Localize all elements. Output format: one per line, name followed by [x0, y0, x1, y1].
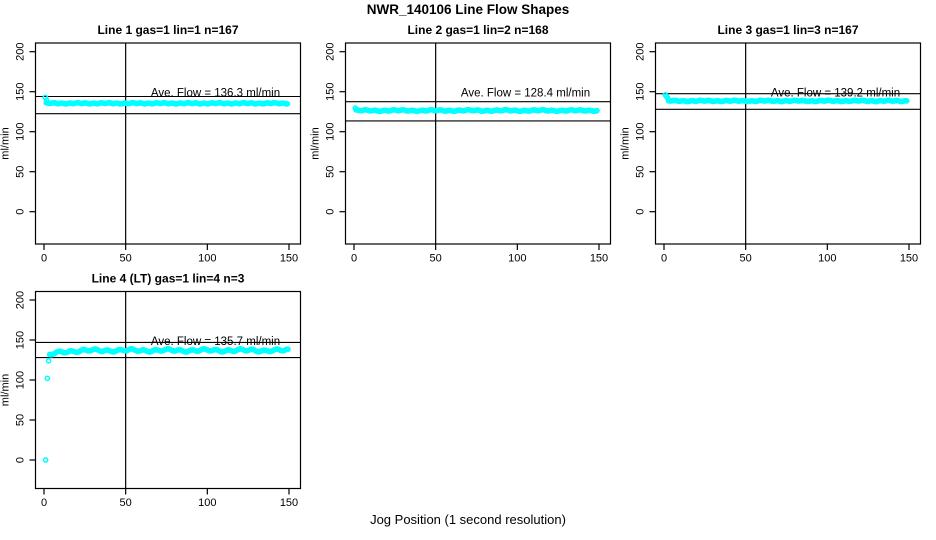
data-point: [42, 457, 49, 463]
ave-flow-annotation: Ave. Flow = 128.4 ml/min: [461, 88, 590, 100]
x-tick-label: 150: [590, 253, 608, 265]
data-point: [44, 375, 51, 382]
subplot-title: Line 4 (LT) gas=1 lin=4 n=3: [92, 272, 245, 286]
data-point: [284, 101, 291, 107]
x-tick-label: 50: [120, 253, 132, 265]
x-tick-label: 0: [41, 253, 47, 265]
data-series: [352, 105, 600, 115]
y-tick-label: 0: [325, 209, 337, 215]
y-axis-label: ml/min: [620, 127, 632, 159]
x-axis-title: Jog Position (1 second resolution): [370, 512, 566, 527]
data-point: [45, 357, 52, 364]
ave-flow-annotation: Ave. Flow = 139.2 ml/min: [771, 88, 900, 100]
y-tick-label: 50: [15, 166, 27, 178]
subplot-title: Line 3 gas=1 lin=3 n=167: [717, 23, 858, 37]
y-tick-label: 150: [635, 83, 647, 101]
y-tick-label: 0: [635, 209, 647, 215]
y-tick-label: 150: [15, 83, 27, 101]
y-tick-label: 150: [15, 331, 27, 349]
x-tick-label: 150: [280, 253, 298, 265]
y-tick-label: 0: [15, 209, 27, 215]
x-tick-label: 100: [198, 497, 216, 509]
x-tick-label: 50: [740, 253, 752, 265]
figure-title: NWR_140106 Line Flow Shapes: [366, 2, 570, 17]
x-tick-label: 150: [900, 253, 918, 265]
y-tick-label: 200: [635, 43, 647, 61]
subplot-title: Line 2 gas=1 lin=2 n=168: [407, 23, 548, 37]
x-tick-label: 100: [198, 253, 216, 265]
y-axis-label: ml/min: [0, 127, 12, 159]
plot-box: [344, 42, 612, 245]
y-tick-label: 100: [635, 123, 647, 141]
data-series: [662, 92, 910, 105]
y-tick-label: 100: [15, 371, 27, 389]
x-tick-label: 0: [351, 253, 357, 265]
x-tick-label: 100: [508, 253, 526, 265]
x-tick-label: 50: [120, 497, 132, 509]
subplot-2: Line 2 gas=1 lin=2 n=168 0 50 100 150 0 50 100 1…: [310, 23, 612, 265]
y-tick-label: 0: [15, 457, 27, 463]
y-axis-label: ml/min: [0, 374, 12, 406]
x-tick-label: 50: [430, 253, 442, 265]
x-tick-label: 0: [661, 253, 667, 265]
y-tick-label: 150: [325, 83, 337, 101]
subplot-title: Line 1 gas=1 lin=1 n=167: [97, 23, 238, 37]
plot-box: [34, 290, 302, 490]
y-axis-label: ml/min: [310, 127, 322, 159]
data-series: [42, 345, 291, 463]
y-tick-label: 50: [15, 414, 27, 426]
plot-box: [654, 42, 922, 245]
ave-flow-annotation: Ave. Flow = 135.7 ml/min: [151, 336, 280, 348]
data-point: [285, 346, 291, 353]
x-tick-label: 0: [41, 497, 47, 509]
subplot-4: Line 4 (LT) gas=1 lin=4 n=3 0 50 100 150 0 50 1…: [0, 272, 302, 509]
x-tick-label: 100: [818, 253, 836, 265]
ave-flow-annotation: Ave. Flow = 136.3 ml/min: [151, 88, 280, 100]
plot-box: [34, 42, 302, 245]
data-point: [903, 98, 910, 104]
subplot-1: Line 1 gas=1 lin=1 n=167 0 50 100 150 0 50 100 1…: [0, 23, 302, 265]
subplot-3: Line 3 gas=1 lin=3 n=167 0 50 100 150 0 50 100 1…: [620, 23, 922, 265]
y-tick-label: 100: [15, 123, 27, 141]
y-tick-label: 200: [15, 43, 27, 61]
data-series: [42, 94, 291, 107]
y-tick-label: 50: [325, 166, 337, 178]
y-tick-label: 200: [15, 291, 27, 309]
data-point: [594, 107, 600, 114]
y-tick-label: 50: [635, 166, 647, 178]
x-tick-label: 150: [280, 497, 298, 509]
y-tick-label: 200: [325, 43, 337, 61]
y-tick-label: 100: [325, 123, 337, 141]
